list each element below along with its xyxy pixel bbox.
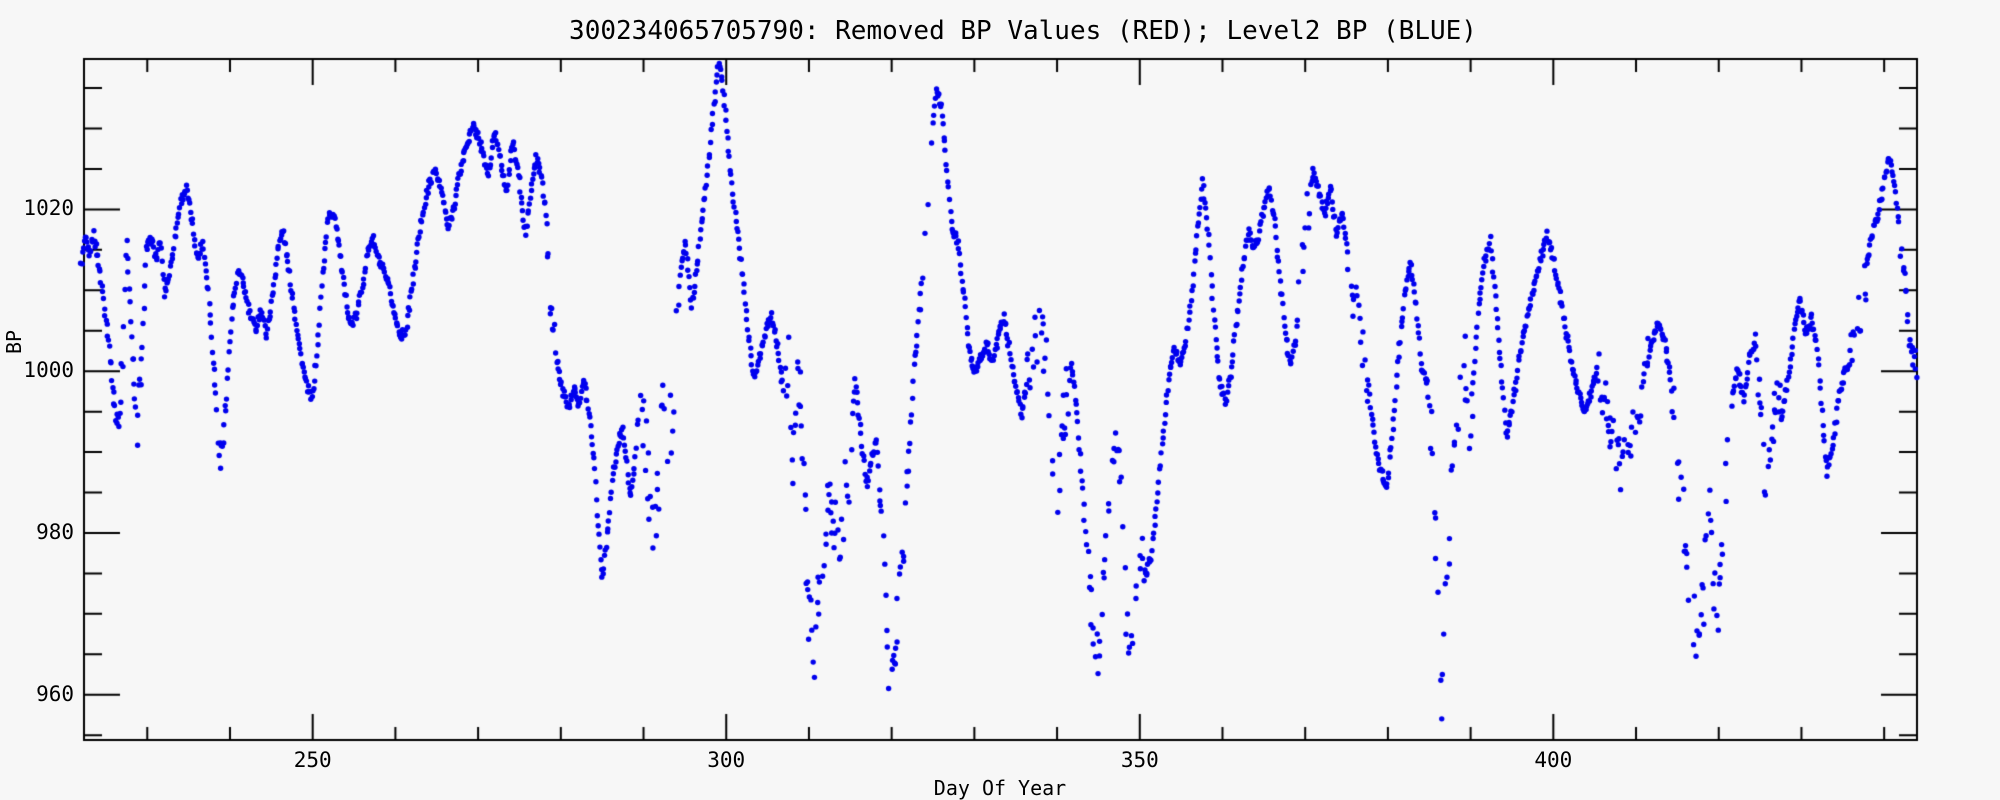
y-axis-label: BP <box>2 329 26 355</box>
y-tick-label: 1000 <box>23 358 74 383</box>
y-tick-label: 1020 <box>23 196 74 221</box>
y-tick-label: 960 <box>36 681 74 706</box>
x-tick-label: 300 <box>707 748 746 772</box>
x-axis-label: Day Of Year <box>933 776 1067 800</box>
x-tick-label: 350 <box>1120 748 1159 772</box>
x-tick-label: 400 <box>1534 748 1573 772</box>
chart-title: 300234065705790: Removed BP Values (RED)… <box>569 16 1477 46</box>
x-tick-label: 250 <box>293 748 332 772</box>
y-tick-label: 980 <box>36 519 74 544</box>
